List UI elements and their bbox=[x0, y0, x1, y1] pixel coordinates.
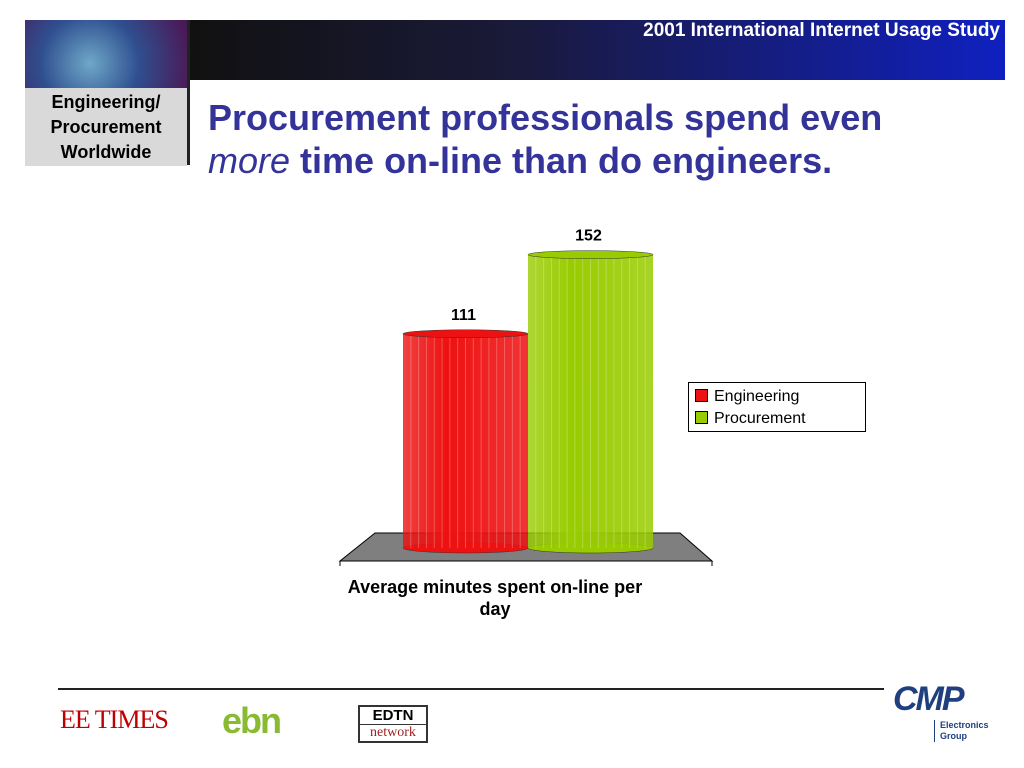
legend-label: Procurement bbox=[714, 410, 806, 427]
banner bbox=[190, 20, 1005, 80]
legend-item: Engineering bbox=[695, 386, 859, 408]
cylinder-top bbox=[402, 329, 529, 339]
title-line: Procurement professionals spend even bbox=[208, 97, 883, 138]
logo-edtn: EDTN network bbox=[358, 705, 428, 743]
bar bbox=[528, 254, 653, 548]
logo-eetimes: EE TIMES bbox=[60, 705, 169, 734]
legend-swatch bbox=[695, 389, 708, 402]
bar bbox=[403, 333, 528, 548]
footer-rule bbox=[58, 688, 884, 690]
category-label: Average minutes spent on-line per day bbox=[347, 577, 643, 619]
legend-label: Engineering bbox=[714, 388, 800, 405]
logo-cmp: CMP bbox=[893, 680, 965, 718]
banner-text: 2001 International Internet Usage Study bbox=[643, 20, 1000, 41]
legend-item: Procurement bbox=[695, 408, 859, 430]
logo-edtn-bottom: network bbox=[370, 725, 416, 740]
slide-title: Procurement professionals spend even more… bbox=[208, 96, 882, 182]
badge-text: Engineering/ Procurement Worldwide bbox=[25, 88, 187, 166]
logo-edtn-top: EDTN bbox=[360, 707, 426, 725]
legend: Engineering Procurement bbox=[688, 382, 866, 432]
cylinder-top bbox=[527, 250, 654, 259]
legend-swatch bbox=[695, 411, 708, 424]
data-label: 111 bbox=[451, 307, 476, 324]
title-line: time on-line than do engineers. bbox=[300, 140, 833, 181]
data-label: 152 bbox=[575, 228, 602, 245]
title-emphasis: more bbox=[208, 140, 291, 181]
logo-cmp-sub: Electronics Group bbox=[934, 720, 1000, 742]
logo-ebn: ebn bbox=[222, 700, 282, 741]
